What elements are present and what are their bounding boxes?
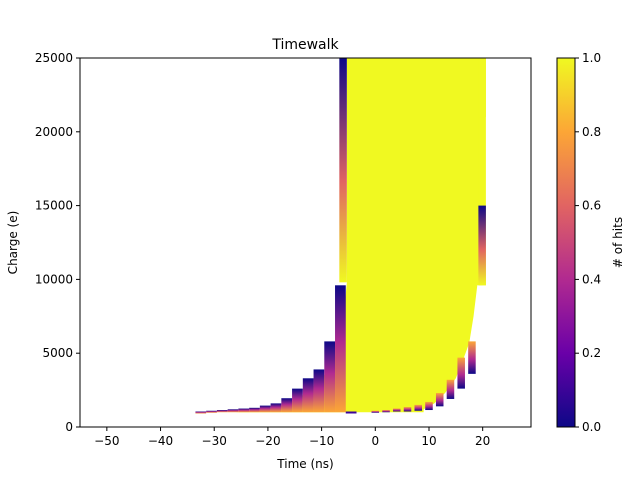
heatmap-cell [270,403,282,413]
colorbar-tick-label: 0.6 [582,199,601,213]
heatmap-cell [414,404,423,411]
heatmap-cell [393,408,401,412]
heatmap-cell [435,393,444,407]
heatmap-cell [259,405,271,413]
plot-area [195,58,486,414]
x-tick-label: −30 [202,434,227,448]
colorbar-tick-label: 0.2 [582,346,601,360]
heatmap-cell [249,407,260,413]
colorbar-tick-label: 0.4 [582,272,601,286]
heatmap-cell [425,401,433,411]
y-tick-label: 25000 [35,51,73,65]
x-tick-label: 0 [371,434,379,448]
heatmap-cell [195,411,207,414]
x-tick-label: −50 [94,434,119,448]
y-tick-label: 20000 [35,125,73,139]
y-tick-label: 15000 [35,199,73,213]
x-axis-label: Time (ns) [276,457,333,471]
plot-frame [79,57,532,428]
colorbar-tick-label: 1.0 [582,51,601,65]
colorbar-label: # of hits [611,217,625,268]
heatmap-cell [324,341,336,413]
heatmap-cell [457,357,465,389]
x-tick-label: 10 [421,434,436,448]
heatmap-cell [468,341,476,374]
y-tick-label: 10000 [35,272,73,286]
heatmap-cell [371,410,380,413]
heatmap-edge-column [478,58,486,286]
y-tick-label: 0 [65,420,73,434]
heatmap-cell [335,285,346,413]
heatmap-saturated-region [235,58,483,413]
heatmap-cell [292,388,303,413]
y-axis-label: Charge (e) [6,211,20,275]
heatmap-cell [206,410,217,413]
heatmap-cell [313,369,325,413]
heatmap-edge-column [478,58,486,118]
heatmap-cell [302,378,314,413]
colorbar-axis: 0.0 0.2 0.4 0.6 0.8 1.0 [575,51,601,434]
colorbar [556,57,576,428]
heatmap-cell [238,408,250,413]
heatmap-cell [382,410,390,413]
colorbar-tick-label: 0.8 [582,125,601,139]
x-tick-label: 20 [475,434,490,448]
y-axis: 0 5000 10000 15000 20000 25000 [35,51,80,434]
x-tick-label: −40 [148,434,173,448]
x-tick-label: −20 [255,434,280,448]
heatmap-edge-column [478,205,486,286]
heatmap-cell [216,410,228,413]
heatmap-cell [403,407,412,412]
heatmap-edge-column [339,58,347,283]
x-axis: −50 −40 −30 −20 −10 0 10 20 [94,427,490,448]
colorbar-tick-label: 0.0 [582,420,601,434]
chart-title: Timewalk [271,37,339,53]
heatmap-cell [446,379,455,399]
y-tick-label: 5000 [42,346,73,360]
heatmap-cell [345,411,357,414]
x-tick-label: −10 [309,434,334,448]
heatmap-cell [281,398,293,413]
heatmap-cell [227,409,239,413]
